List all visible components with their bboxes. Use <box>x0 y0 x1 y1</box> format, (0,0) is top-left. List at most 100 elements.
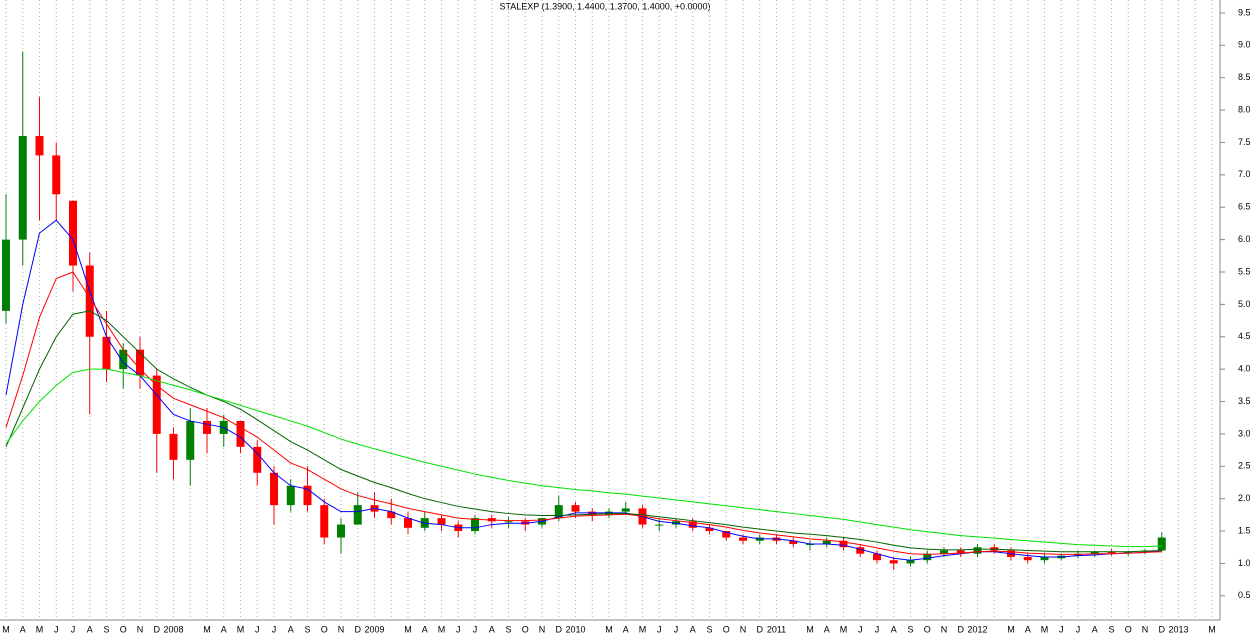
candle-body <box>353 505 362 525</box>
x-tick-label: O <box>924 624 931 634</box>
x-tick-label: D <box>958 624 965 634</box>
x-tick-label: 2010 <box>565 624 585 634</box>
candle-body <box>923 553 932 561</box>
x-tick-label: J <box>255 624 260 634</box>
x-tick-label: J <box>674 624 679 634</box>
x-tick-label: J <box>71 624 76 634</box>
candle-body <box>722 531 731 538</box>
x-tick-label: A <box>20 624 26 634</box>
y-tick-label: 4.0 <box>1238 364 1250 374</box>
x-tick-label: M <box>1208 624 1216 634</box>
candle-body <box>688 521 697 528</box>
y-tick-label: 3.5 <box>1238 396 1250 406</box>
candle-body <box>102 336 111 370</box>
x-tick-label: A <box>422 624 428 634</box>
x-tick-label: O <box>522 624 529 634</box>
candle-body <box>85 265 94 337</box>
candle-body <box>303 485 312 506</box>
x-tick-label: D <box>1159 624 1166 634</box>
moving-average-line <box>5 368 1162 548</box>
x-tick-label: S <box>1108 624 1114 634</box>
chart-title: STALEXP (1.3900, 1.4400, 1.3700, 1.4000,… <box>499 1 710 11</box>
x-tick-label: A <box>1025 624 1031 634</box>
x-tick-label: D <box>757 624 764 634</box>
x-tick-label: S <box>907 624 913 634</box>
candle-body <box>789 540 798 544</box>
candle-body <box>739 537 747 541</box>
candle-body <box>822 540 831 544</box>
candle-body <box>621 508 630 512</box>
y-tick-label: 2.0 <box>1238 493 1250 503</box>
x-tick-label: O <box>120 624 127 634</box>
candle-body <box>1157 537 1166 551</box>
x-tick-label: J <box>456 624 461 634</box>
candle-body <box>655 524 664 526</box>
candle-body <box>956 550 965 554</box>
x-tick-label: A <box>690 624 696 634</box>
x-tick-label: S <box>505 624 511 634</box>
candle-body <box>136 349 144 376</box>
y-tick-label: 0.5 <box>1238 590 1250 600</box>
x-tick-label: S <box>706 624 712 634</box>
y-tick-label: 9.0 <box>1238 40 1250 50</box>
candle-body <box>35 136 44 156</box>
x-tick-label: S <box>103 624 109 634</box>
x-tick-label: D <box>154 624 161 634</box>
x-tick-label: O <box>321 624 328 634</box>
x-tick-label: M <box>1007 624 1015 634</box>
y-tick-label: 4.5 <box>1238 331 1250 341</box>
candle-body <box>839 540 848 548</box>
x-tick-label: M <box>36 624 44 634</box>
y-tick-label: 7.0 <box>1238 169 1250 179</box>
y-tick-label: 2.5 <box>1238 461 1250 471</box>
candle-body <box>337 524 345 538</box>
x-tick-label: A <box>87 624 93 634</box>
x-tick-label: N <box>740 624 747 634</box>
x-tick-label: J <box>858 624 863 634</box>
candle-body <box>1040 556 1049 561</box>
x-tick-label: M <box>639 624 647 634</box>
candle-body <box>554 505 563 519</box>
candle-body <box>253 446 262 473</box>
candle-body <box>2 239 10 311</box>
x-tick-label: M <box>1041 624 1049 634</box>
x-tick-label: O <box>723 624 730 634</box>
candle-body <box>889 560 898 564</box>
candle-body <box>1124 551 1133 554</box>
x-tick-label: M <box>840 624 848 634</box>
x-tick-label: O <box>1125 624 1132 634</box>
x-tick-label: D <box>355 624 362 634</box>
y-tick-label: 8.0 <box>1238 104 1250 114</box>
y-tick-label: 9.5 <box>1238 7 1250 17</box>
candle-body <box>387 511 396 519</box>
y-tick-label: 7.5 <box>1238 137 1250 147</box>
x-tick-label: M <box>605 624 613 634</box>
x-tick-label: N <box>137 624 144 634</box>
y-tick-label: 6.0 <box>1238 234 1250 244</box>
y-tick-label: 6.5 <box>1238 202 1250 212</box>
candle-body <box>1023 556 1032 561</box>
candle-body <box>286 485 295 506</box>
candle-body <box>69 200 77 266</box>
x-tick-label: J <box>54 624 59 634</box>
candle-body <box>940 550 948 554</box>
candle-body <box>705 527 714 532</box>
candle-body <box>504 521 513 523</box>
candle-body <box>571 505 580 512</box>
candle-body <box>152 375 161 434</box>
x-tick-label: N <box>941 624 948 634</box>
candle-body <box>186 420 195 460</box>
x-tick-label: A <box>288 624 294 634</box>
x-tick-label: A <box>623 624 629 634</box>
moving-average-line <box>5 310 1162 553</box>
x-tick-label: N <box>1142 624 1149 634</box>
x-tick-label: J <box>473 624 478 634</box>
candle-body <box>471 518 479 532</box>
candle-body <box>973 547 982 554</box>
candle-body <box>404 518 412 528</box>
x-tick-label: 2009 <box>364 624 384 634</box>
x-tick-label: 2011 <box>767 624 786 634</box>
